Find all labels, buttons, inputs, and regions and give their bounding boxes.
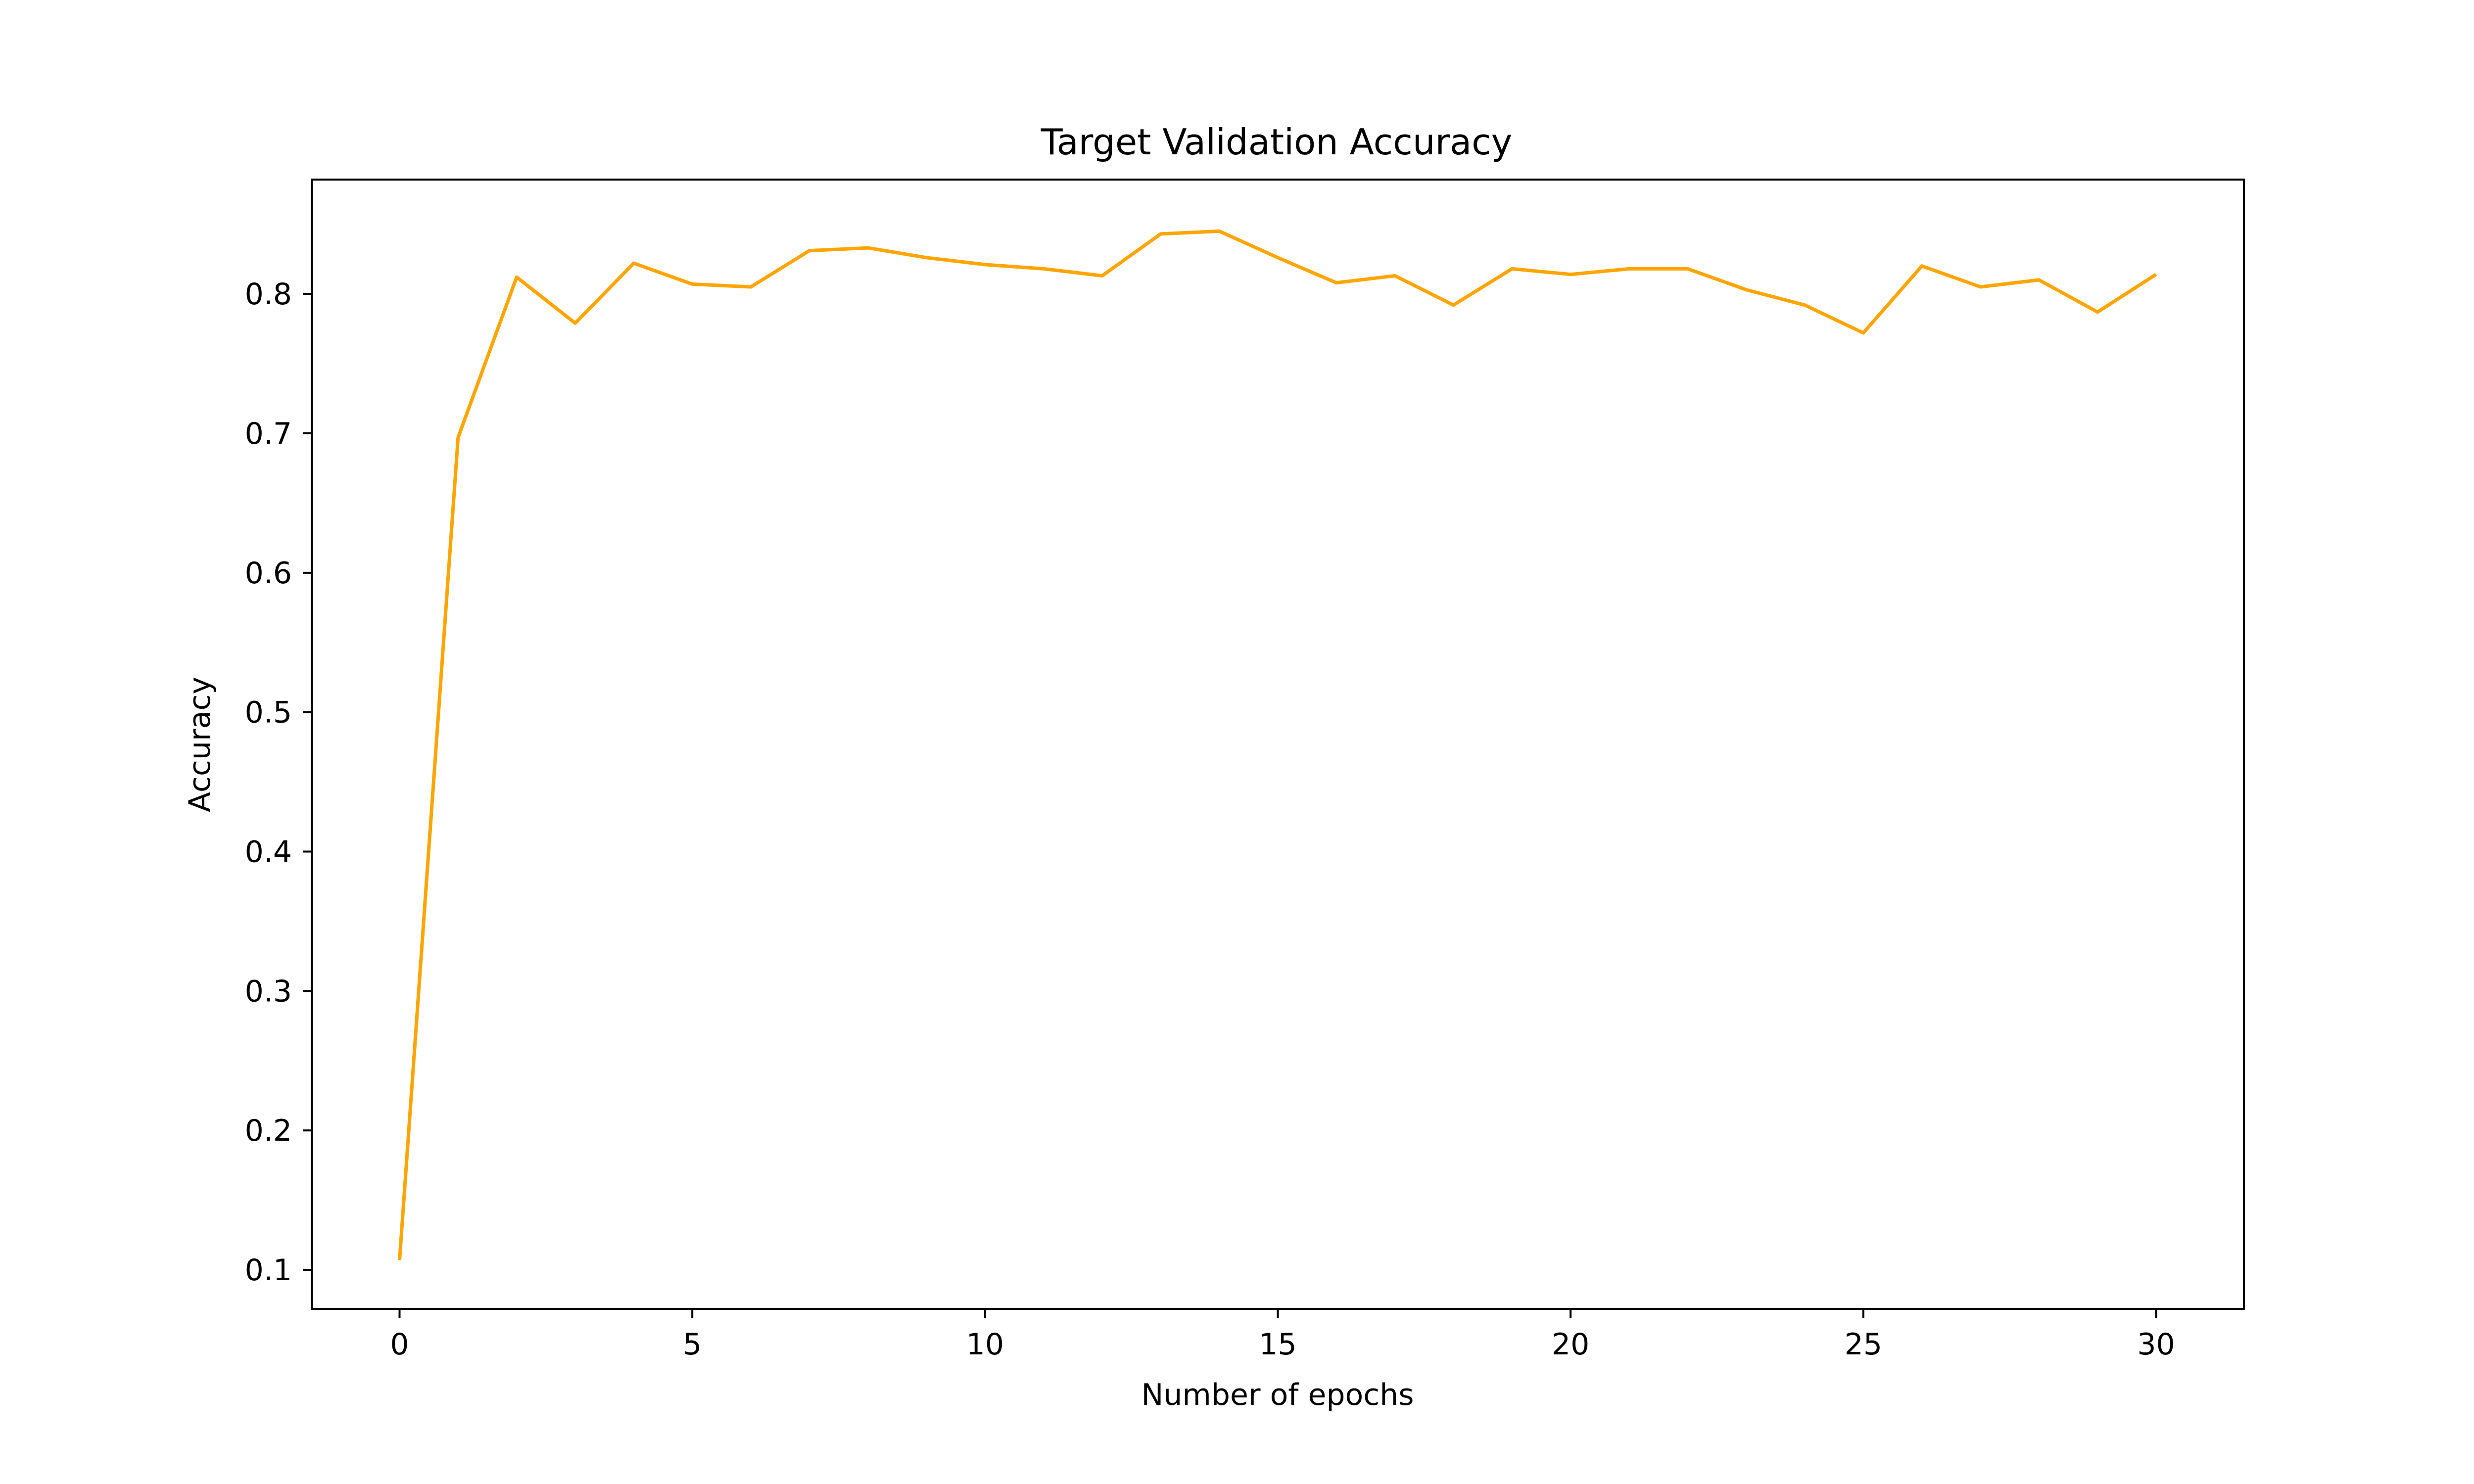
y-tick-label: 0.4 (245, 835, 292, 870)
plot-series (398, 229, 2157, 1260)
y-tick-label: 0.1 (245, 1253, 292, 1288)
accuracy-series-line (398, 229, 2157, 1260)
x-tick-label: 15 (1259, 1327, 1296, 1362)
chart-title: Target Validation Accuracy (1041, 121, 1513, 163)
x-tick-label: 5 (683, 1327, 702, 1362)
y-axis: 0.1 0.2 0.3 0.4 0.5 0.6 0.7 0.8 (245, 277, 312, 1288)
x-axis: 0 5 10 15 20 25 30 (390, 1309, 2175, 1362)
x-tick-label: 25 (1845, 1327, 1882, 1362)
y-tick-label: 0.6 (245, 556, 292, 591)
y-tick-label: 0.2 (245, 1113, 292, 1148)
y-axis-label: Accuracy (183, 677, 217, 812)
x-tick-label: 20 (1552, 1327, 1589, 1362)
y-tick-label: 0.5 (245, 696, 292, 730)
y-tick-label: 0.3 (245, 974, 292, 1009)
plot-area-frame (311, 179, 2245, 1310)
x-tick-label: 10 (966, 1327, 1004, 1362)
y-tick-label: 0.7 (245, 417, 292, 451)
x-tick-label: 30 (2137, 1327, 2175, 1362)
x-tick-label: 0 (390, 1327, 409, 1362)
x-axis-label: Number of epochs (1142, 1378, 1414, 1412)
y-tick-label: 0.8 (245, 277, 292, 312)
